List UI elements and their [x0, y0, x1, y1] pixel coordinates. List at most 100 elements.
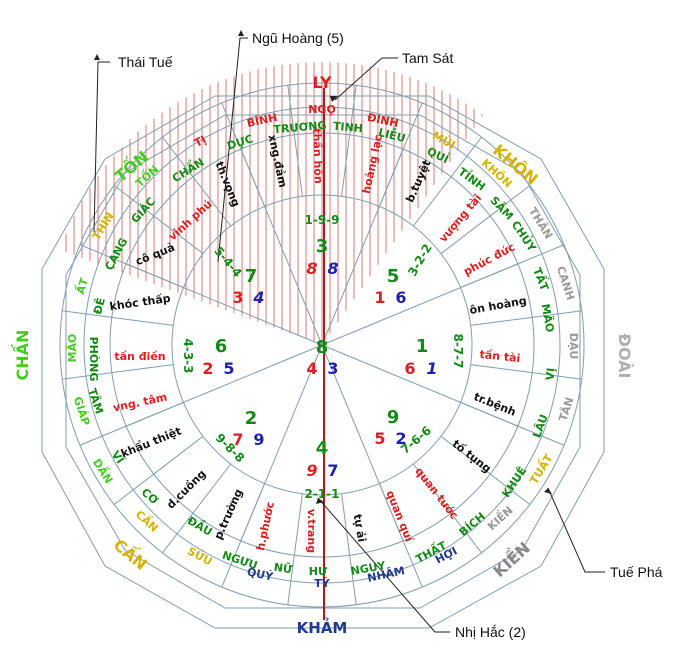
star-divider	[412, 463, 452, 514]
mountain-mao: MÃO	[66, 334, 79, 363]
callout-nhi-hac: Nhị Hắc (2)	[455, 624, 526, 640]
star-v-trang: v.trang	[305, 509, 318, 553]
mansion-co: CƠ	[139, 486, 161, 508]
mountain-divider	[62, 310, 112, 318]
dir-kien: KIỀN	[488, 537, 534, 581]
mansion-khue: KHUÊ	[499, 464, 529, 500]
ring-outer	[59, 82, 585, 608]
southeast-big: 7	[245, 266, 258, 287]
southwest-mount: 1	[374, 288, 385, 307]
east-mount: 2	[202, 359, 213, 378]
mansion-bich: BÍCH	[457, 510, 488, 539]
mansion-truong: TRƯƠNG	[273, 119, 327, 137]
star-tr-benh: tr.bệnh	[472, 390, 518, 419]
south-triplet: 1-9-9	[304, 213, 339, 227]
radial-lines	[62, 85, 582, 605]
dir-can: CẤN	[110, 534, 152, 574]
mountain-binh: BÍNH	[246, 111, 279, 130]
callout-arrows	[94, 30, 552, 504]
mansion-hu: HƯ	[309, 565, 328, 578]
mountain-divider	[349, 555, 357, 605]
mansion-nu: NỮ	[273, 561, 294, 577]
east-triplet: 4-3-3	[181, 338, 195, 373]
star-divider	[440, 435, 491, 475]
southwest-face: 6	[395, 288, 406, 307]
center-big: 8	[316, 337, 329, 358]
north-triplet: 2-1-1	[304, 487, 339, 501]
mansion-dau: ĐẦU	[185, 513, 215, 538]
palace-east: 4-3-3 6 2 5	[181, 336, 235, 378]
star-khau-thiet: khẩu thiệt	[119, 424, 183, 460]
star-d-cuong: d.cuồng	[164, 467, 208, 511]
star-divider	[293, 134, 303, 197]
east-face: 5	[223, 359, 234, 378]
mountain-divider	[450, 136, 482, 178]
mountain-divider	[221, 540, 242, 588]
star-divider	[125, 263, 184, 289]
callout-tam-sat: Tam Sát	[402, 50, 453, 66]
star-divider	[192, 176, 232, 227]
star-divider	[378, 148, 404, 207]
palace-center: 8 4 3	[306, 337, 338, 378]
mountain-divider	[489, 185, 531, 217]
star-divider	[470, 364, 533, 374]
mountain-ngo: NGỌ	[308, 103, 336, 116]
northeast-face: 9	[253, 430, 264, 449]
mountain-divider	[79, 244, 127, 265]
center-face: 3	[327, 359, 338, 378]
mountain-divider	[62, 372, 112, 380]
mountain-divider	[287, 555, 295, 605]
northeast-big: 2	[245, 408, 258, 429]
north-face: 7	[327, 461, 338, 480]
mountain-divider	[349, 85, 357, 135]
palace-northwest: 7-6-6 9 5 2	[374, 407, 433, 457]
star-divider	[192, 463, 232, 514]
mountain-dinh: ĐINH	[366, 111, 400, 130]
mountain-canh: CANH	[554, 265, 577, 302]
south-big: 3	[316, 236, 329, 257]
northwest-face: 2	[395, 429, 406, 448]
octant-lines	[111, 134, 533, 556]
mansion-mao: MÃO	[539, 303, 557, 334]
star-h-phuoc: h.phước	[254, 500, 277, 551]
mountain-divider	[402, 102, 423, 150]
star-on-hoang: ôn hoàng	[469, 294, 528, 317]
mountain-tuat: TUẤT	[526, 451, 556, 487]
east-big: 6	[215, 336, 228, 357]
mountain-dau: DẬU	[567, 333, 580, 360]
star-divider	[460, 263, 519, 289]
palace-northeast: 2 7 9 9-8-8	[213, 408, 265, 465]
west-big: 1	[416, 336, 429, 357]
mountain-divider	[287, 85, 295, 135]
dir-doai: ĐOÀI	[615, 334, 634, 379]
star-tan-tai: tấn tài	[479, 348, 521, 365]
star-divider	[111, 364, 174, 374]
star-to-tung: tố tụng	[450, 437, 494, 475]
star-divider	[293, 493, 303, 556]
southeast-face: 4	[252, 288, 264, 307]
northeast-mount: 7	[232, 430, 243, 449]
star-divider	[341, 134, 351, 197]
callout-tue-pha: Tuế Phá	[610, 564, 663, 580]
mansion-tat: TẤT	[530, 265, 553, 293]
inner-dodecagon	[65, 114, 581, 609]
ring-mansions	[83, 106, 561, 584]
mansion-vi: VỊ	[543, 367, 557, 381]
southwest-triplet: 3-2-2	[405, 241, 435, 278]
mountain-quy: QUÝ	[246, 565, 275, 583]
star-khoc-thap: khóc thấp	[109, 292, 172, 313]
ring-inner	[171, 194, 473, 496]
dir-chan: CHẤN	[11, 330, 32, 381]
callout-leaders	[93, 37, 605, 633]
north-mount: 9	[306, 461, 317, 480]
star-divider	[240, 483, 266, 542]
mountain-divider	[450, 512, 482, 554]
outer-dodecagon	[41, 95, 605, 629]
palace-west: 8-7-7 1 6 1	[404, 333, 465, 378]
mansion-nguy: NGUY	[350, 559, 388, 578]
star-vng-tam: vng. tâm	[112, 390, 169, 414]
mountain-ti: TỊ	[192, 133, 208, 150]
dir-kham: KHẢM	[297, 616, 348, 637]
